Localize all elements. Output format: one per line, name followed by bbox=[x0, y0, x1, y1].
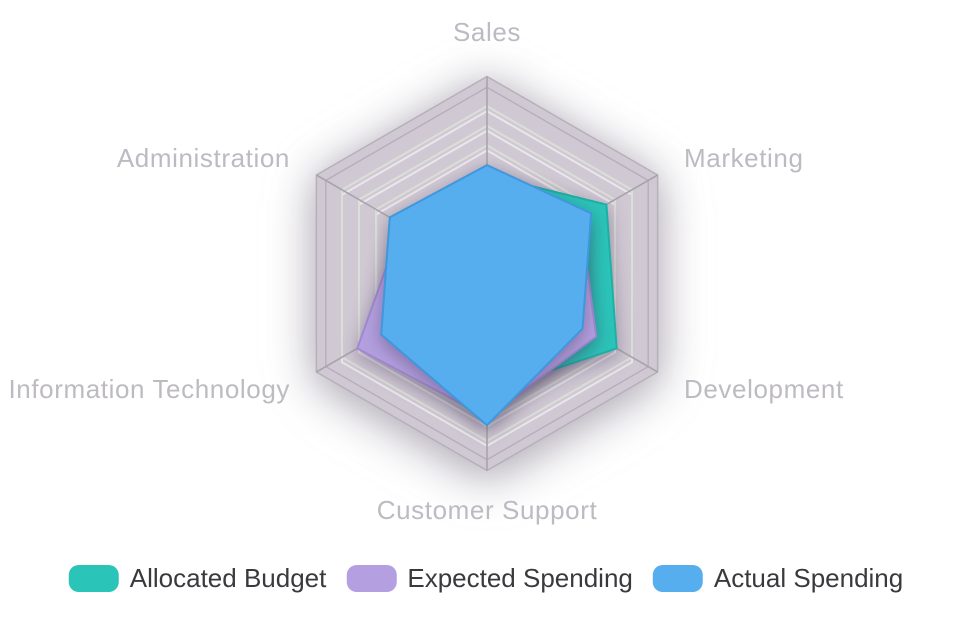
legend-swatch-expected-spending bbox=[346, 565, 397, 592]
legend-item-actual-spending[interactable]: Actual Spending bbox=[652, 563, 904, 593]
legend-label-allocated-budget: Allocated Budget bbox=[129, 563, 327, 593]
axis-label-marketing: Marketing bbox=[684, 143, 804, 173]
legend-swatch-actual-spending bbox=[652, 565, 703, 592]
axis-label-information-technology: Information Technology bbox=[8, 374, 290, 404]
axis-label-development: Development bbox=[684, 374, 844, 404]
legend: Allocated Budget Expected Spending Actua… bbox=[68, 563, 904, 593]
legend-item-allocated-budget[interactable]: Allocated Budget bbox=[68, 563, 327, 593]
legend-swatch-allocated-budget bbox=[68, 565, 119, 592]
legend-item-expected-spending[interactable]: Expected Spending bbox=[346, 565, 633, 592]
axis-label-sales: Sales bbox=[452, 17, 522, 47]
axis-label-customer-support: Customer Support bbox=[376, 495, 598, 525]
axis-label-administration: Administration bbox=[116, 143, 290, 173]
legend-label-actual-spending: Actual Spending bbox=[713, 563, 904, 593]
legend-label-expected-spending: Expected Spending bbox=[407, 563, 633, 593]
series-polygon-actual-spending[interactable] bbox=[380, 164, 593, 427]
